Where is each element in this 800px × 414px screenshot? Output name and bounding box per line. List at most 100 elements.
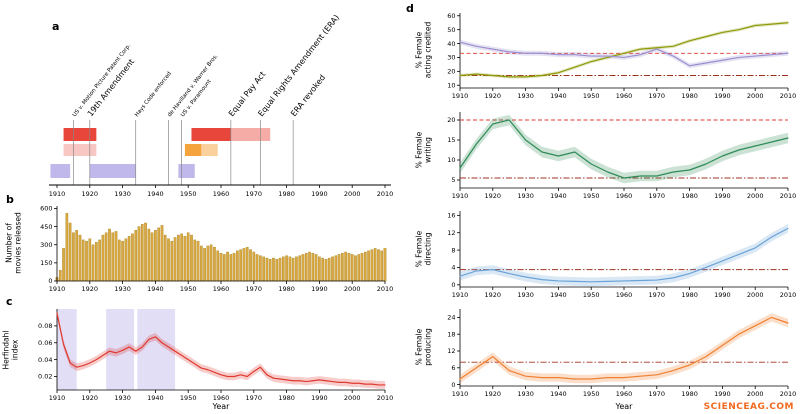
svg-text:1910: 1910 [49,190,66,198]
svg-text:0: 0 [48,277,52,285]
svg-text:1930: 1930 [114,285,131,293]
svg-text:1930: 1930 [517,291,534,299]
svg-text:1980: 1980 [681,390,698,398]
xlabel-year-right: Year [615,402,633,411]
svg-text:2010: 2010 [377,190,394,198]
timeline-panel: US v. Motion Picture Patent Corp.19th Am… [49,13,394,198]
panel-label-b: b [6,193,14,206]
svg-text:2010: 2010 [780,291,797,299]
svg-text:de Havilland v. Warner Bros.: de Havilland v. Warner Bros. [167,53,220,118]
svg-text:1990: 1990 [714,390,731,398]
svg-text:1920: 1920 [82,285,99,293]
svg-text:1970: 1970 [649,390,666,398]
svg-text:1960: 1960 [616,291,633,299]
svg-text:1990: 1990 [714,92,731,100]
female-directing-panel: 1910 1920 1930 1940 1950 1960 1970 1980 1990 2000… [447,211,796,299]
svg-text:450: 450 [40,223,52,231]
svg-text:1940: 1940 [550,92,567,100]
svg-text:1910: 1910 [452,291,469,299]
svg-text:1950: 1950 [180,190,197,198]
ylabel-herfindahl-index: Herfindahl index [1,330,20,370]
panel-label-d: d [406,2,414,15]
svg-text:1950: 1950 [583,192,600,200]
svg-text:1960: 1960 [213,285,230,293]
svg-text:1910: 1910 [452,390,469,398]
svg-text:1990: 1990 [311,285,328,293]
svg-text:40: 40 [447,40,455,48]
svg-text:1910: 1910 [452,192,469,200]
svg-text:1910: 1910 [49,394,66,402]
svg-text:15: 15 [447,136,455,144]
svg-text:1980: 1980 [681,92,698,100]
svg-text:1920: 1920 [485,192,502,200]
svg-text:1910: 1910 [452,92,469,100]
svg-text:1960: 1960 [213,190,230,198]
svg-text:1960: 1960 [213,394,230,402]
svg-text:1920: 1920 [82,190,99,198]
svg-text:1960: 1960 [616,192,633,200]
svg-text:2000: 2000 [747,291,764,299]
watermark: SCIENCEAG.COM [703,402,794,412]
svg-text:0.02: 0.02 [38,373,52,381]
svg-text:0: 0 [451,281,455,289]
svg-text:4: 4 [451,264,455,272]
svg-text:1960: 1960 [616,92,633,100]
female-writing-panel: 1910 1920 1930 1940 1950 1960 1970 1980 1990 2000… [447,112,796,200]
svg-text:1930: 1930 [517,192,534,200]
svg-text:2000: 2000 [747,92,764,100]
svg-text:1920: 1920 [485,390,502,398]
svg-text:2010: 2010 [377,285,394,293]
svg-text:10: 10 [447,156,455,164]
svg-text:12: 12 [447,229,455,237]
svg-text:1970: 1970 [649,192,666,200]
svg-text:0.04: 0.04 [38,356,52,364]
svg-text:2000: 2000 [747,192,764,200]
ylabel-female-producing: % Female producing [414,328,433,366]
svg-text:1920: 1920 [82,394,99,402]
svg-text:1980: 1980 [278,394,295,402]
svg-text:1920: 1920 [485,291,502,299]
svg-text:2000: 2000 [747,390,764,398]
svg-text:1980: 1980 [278,285,295,293]
svg-text:1990: 1990 [311,190,328,198]
svg-text:1940: 1940 [550,192,567,200]
svg-text:1970: 1970 [246,190,263,198]
svg-text:1950: 1950 [180,285,197,293]
svg-text:24: 24 [447,314,455,322]
svg-text:50: 50 [447,26,455,34]
svg-text:12: 12 [447,347,455,355]
svg-text:1950: 1950 [583,92,600,100]
svg-text:10: 10 [447,81,455,89]
svg-text:18: 18 [447,330,455,338]
svg-text:2010: 2010 [780,92,797,100]
ylabel-movies-released: Number of movies released [4,212,23,274]
svg-text:1930: 1930 [517,390,534,398]
svg-text:1970: 1970 [246,394,263,402]
svg-text:1990: 1990 [714,192,731,200]
svg-text:1970: 1970 [649,92,666,100]
svg-text:1960: 1960 [616,390,633,398]
svg-text:1940: 1940 [550,390,567,398]
svg-text:ERA revoked: ERA revoked [289,73,327,118]
svg-text:1970: 1970 [649,291,666,299]
svg-text:1950: 1950 [180,394,197,402]
panel-label-c: c [6,295,13,308]
svg-text:1930: 1930 [114,190,131,198]
svg-text:1940: 1940 [147,285,164,293]
svg-text:300: 300 [40,241,52,249]
svg-text:150: 150 [40,259,52,267]
movies-released-bar-panel: 1910 1920 1930 1940 1950 1960 1970 1980 1990 2000… [40,205,393,293]
svg-text:1920: 1920 [485,92,502,100]
svg-text:30: 30 [447,54,455,62]
svg-text:1910: 1910 [49,285,66,293]
svg-text:16: 16 [447,212,455,220]
svg-text:5: 5 [451,176,455,184]
svg-text:2010: 2010 [780,390,797,398]
svg-text:1930: 1930 [517,92,534,100]
svg-text:6: 6 [451,364,455,372]
svg-text:8: 8 [451,246,455,254]
svg-text:1990: 1990 [311,394,328,402]
svg-text:1950: 1950 [583,291,600,299]
